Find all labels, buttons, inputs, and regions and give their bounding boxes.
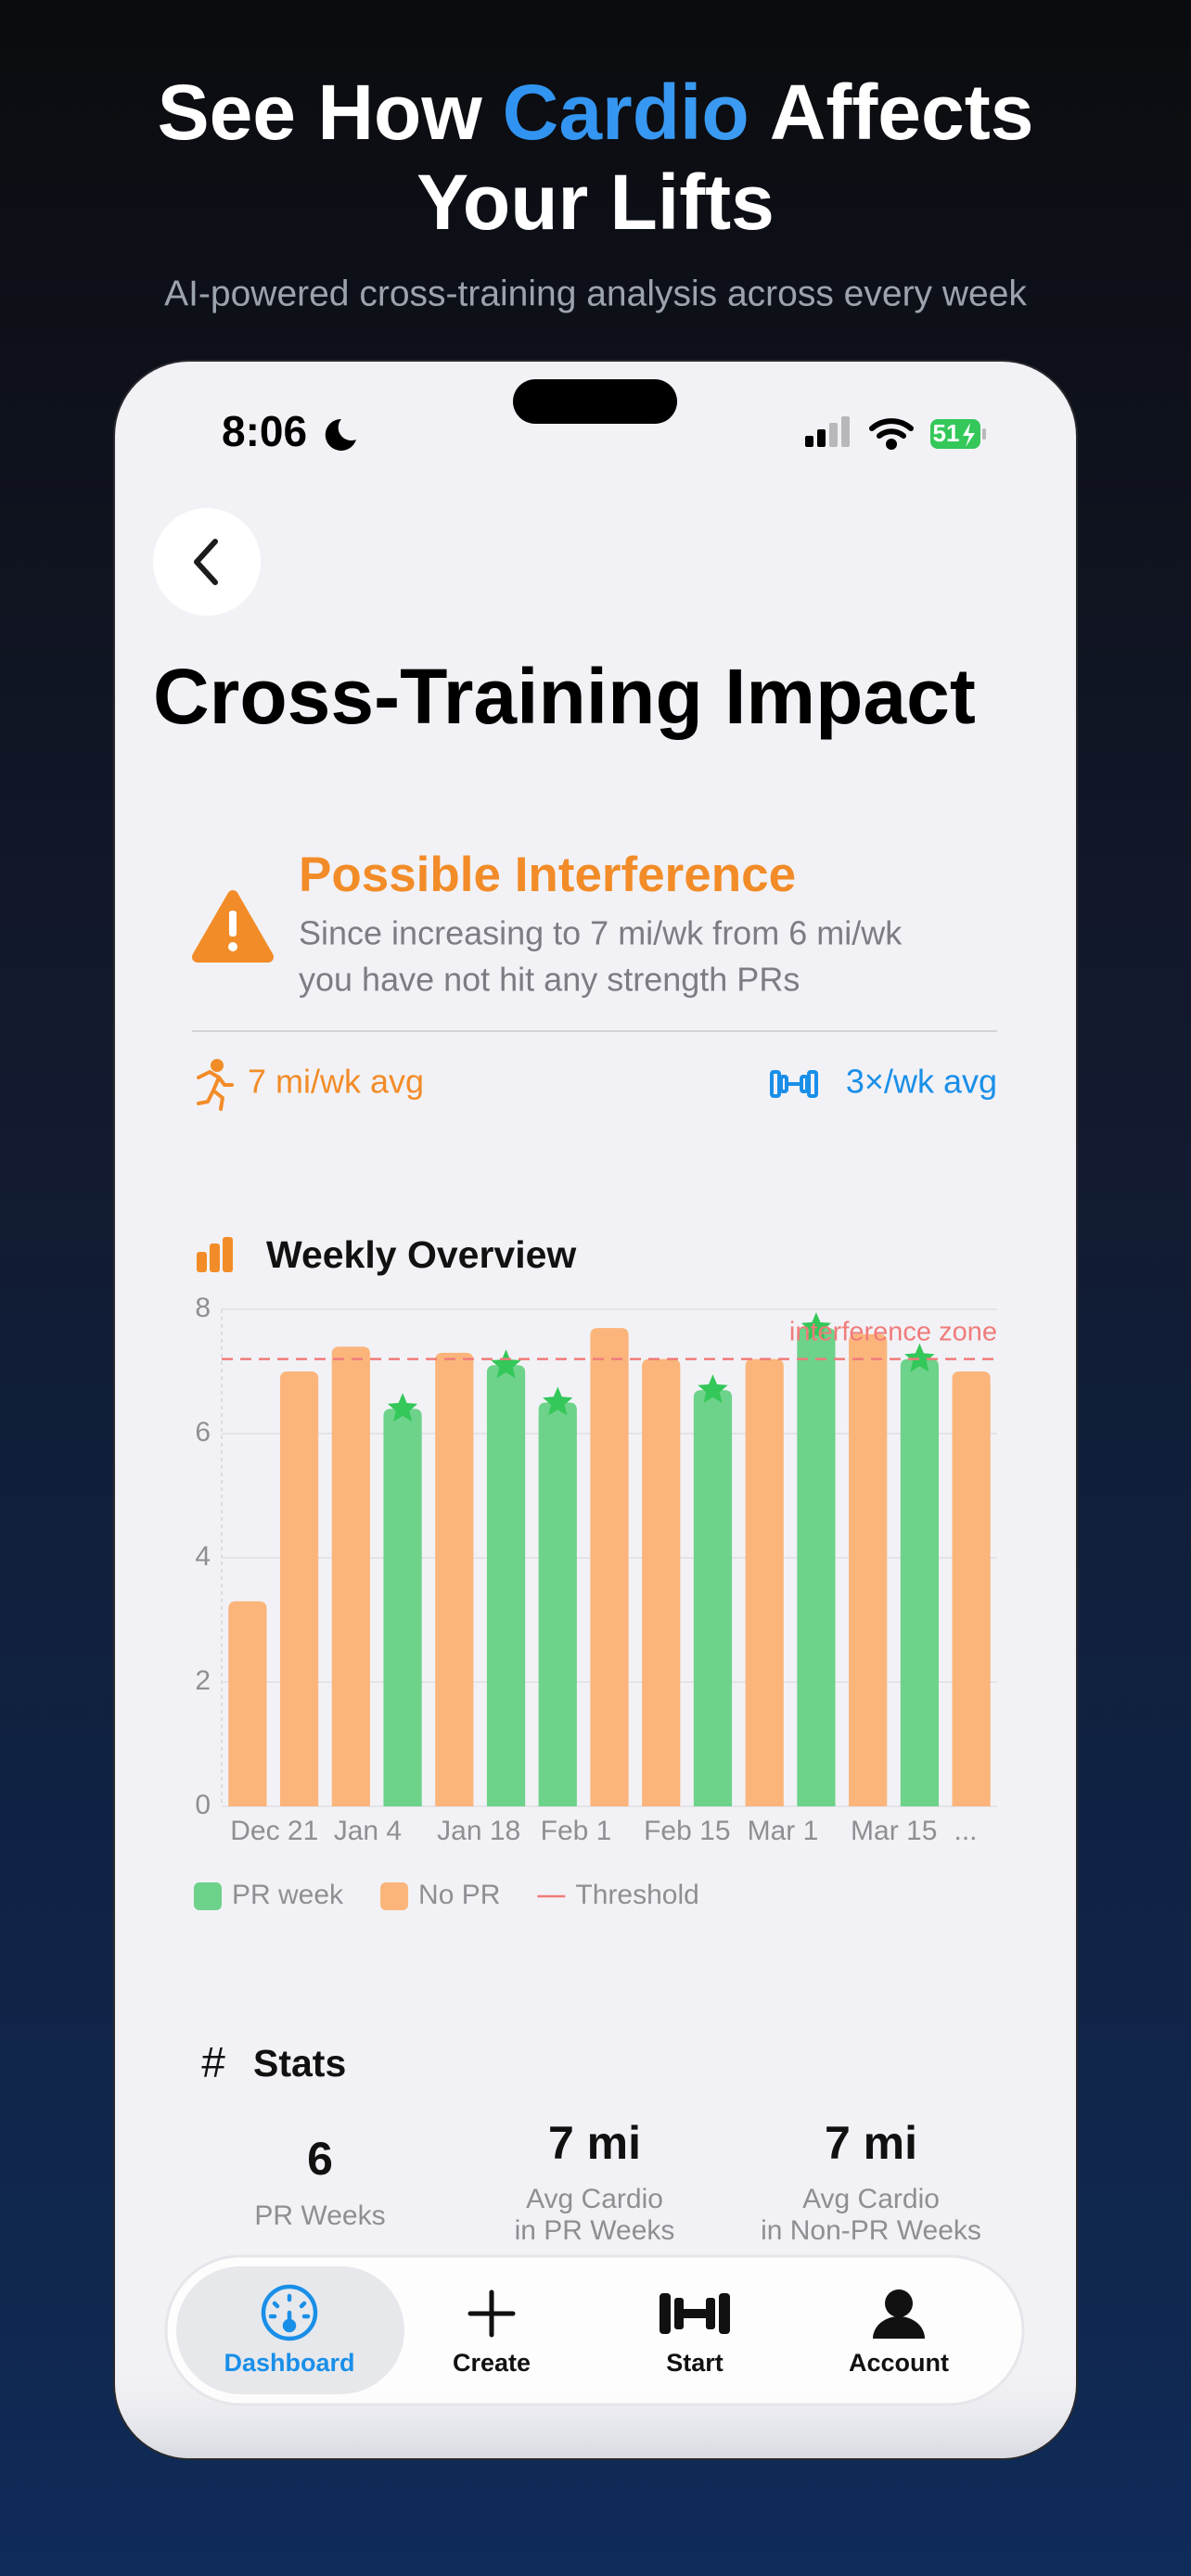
bar xyxy=(590,1328,629,1806)
stats-icon: # xyxy=(201,2038,225,2086)
stat-label: in Non-PR Weeks xyxy=(761,2215,981,2246)
bar xyxy=(331,1346,370,1806)
legend-swatch xyxy=(194,1882,222,1910)
legend-swatch xyxy=(380,1882,409,1910)
x-tick-label: Mar 1 xyxy=(748,1816,819,1846)
x-tick-label: Jan 4 xyxy=(334,1816,402,1846)
stats-title: Stats xyxy=(253,2042,346,2085)
dashboard-icon[interactable] xyxy=(261,2284,318,2341)
back-chevron xyxy=(194,539,218,585)
warning-dot xyxy=(228,942,237,951)
subtitle: AI-powered cross-training analysis acros… xyxy=(164,274,1027,313)
chart-title: Weekly Overview xyxy=(266,1233,576,1276)
x-tick-label: Feb 1 xyxy=(541,1816,612,1846)
y-tick-label: 4 xyxy=(195,1541,211,1572)
stat-label: Avg Cardio xyxy=(802,2184,940,2214)
chart: 0 2 4 6 8 Dec 21 Jan 4 Jan 18 Feb 1 Feb 15 Mar 1 Ma… xyxy=(194,1293,997,1910)
stat-label: in PR Weeks xyxy=(515,2215,675,2246)
headline-line2: Your Lifts xyxy=(416,159,775,246)
bar xyxy=(538,1402,577,1806)
bar xyxy=(228,1600,267,1806)
strength-avg: 3×/wk avg xyxy=(846,1063,997,1101)
battery-level: 51 xyxy=(933,419,960,447)
stat-value: 7 mi xyxy=(825,2117,917,2169)
pr-star xyxy=(387,1393,418,1422)
pr-star xyxy=(491,1349,521,1379)
alert-title: Possible Interference xyxy=(299,848,796,902)
status-time: 8:06 xyxy=(222,407,307,455)
account-icon[interactable] xyxy=(873,2289,925,2339)
headline: See How Cardio Affects xyxy=(158,69,1034,156)
x-tick-label: Feb 15 xyxy=(644,1816,730,1846)
alert-text: Since increasing to 7 mi/wk from 6 mi/wk xyxy=(299,914,903,952)
create-icon[interactable] xyxy=(467,2289,516,2338)
dumbbell-icon xyxy=(770,1070,818,1098)
tab-label[interactable]: Dashboard xyxy=(224,2349,354,2377)
back-button[interactable] xyxy=(153,508,261,616)
bar xyxy=(279,1371,319,1806)
screen-title: Cross-Training Impact xyxy=(153,653,976,740)
y-tick-label: 0 xyxy=(195,1790,211,1820)
tab-label[interactable]: Create xyxy=(453,2349,531,2377)
headline-highlight: Cardio xyxy=(503,69,749,156)
signal-icon xyxy=(805,416,850,447)
chart-icon xyxy=(197,1237,233,1272)
start-icon[interactable] xyxy=(660,2293,730,2334)
bar xyxy=(642,1358,681,1806)
stat-label: Avg Cardio xyxy=(526,2184,663,2214)
dynamic-island xyxy=(513,379,677,424)
pr-star xyxy=(904,1343,935,1372)
runner-icon xyxy=(197,1059,234,1111)
wifi-icon xyxy=(869,418,914,450)
legend-label: Threshold xyxy=(575,1880,698,1910)
bar xyxy=(486,1365,526,1806)
y-tick-label: 6 xyxy=(195,1417,211,1447)
legend-label: PR week xyxy=(232,1880,344,1910)
pr-star xyxy=(698,1374,728,1403)
bar xyxy=(849,1333,888,1806)
headline-part: See How xyxy=(158,69,483,156)
x-tick-label: ... xyxy=(954,1816,978,1846)
bar xyxy=(797,1328,836,1806)
moon-icon xyxy=(325,418,356,451)
y-tick-label: 2 xyxy=(195,1665,211,1696)
x-tick-label: Mar 15 xyxy=(851,1816,937,1846)
charging-icon xyxy=(963,423,975,447)
bar xyxy=(435,1352,474,1806)
pr-star xyxy=(800,1312,832,1341)
battery-tip xyxy=(982,428,986,440)
headline-part: Affects xyxy=(770,69,1034,156)
stat-value: 6 xyxy=(307,2133,333,2185)
phone-screen: 8:06 51 Cross-Training Impact Possible I… xyxy=(115,362,1076,2458)
x-tick-label: Jan 18 xyxy=(437,1816,520,1846)
legend-label: No PR xyxy=(418,1880,500,1910)
tab-label[interactable]: Account xyxy=(849,2349,949,2377)
bar xyxy=(745,1358,784,1806)
tab-label[interactable]: Start xyxy=(666,2349,724,2377)
pr-star xyxy=(543,1386,573,1416)
threshold-label: interference zone xyxy=(789,1317,997,1346)
bar xyxy=(693,1390,733,1806)
bar xyxy=(900,1358,940,1806)
warning-mark xyxy=(229,911,237,937)
stat-value: 7 mi xyxy=(548,2117,641,2169)
cardio-avg: 7 mi/wk avg xyxy=(248,1063,424,1101)
bar xyxy=(952,1371,991,1806)
stat-label: PR Weeks xyxy=(254,2200,385,2231)
alert-text: you have not hit any strength PRs xyxy=(299,961,800,999)
y-tick-label: 8 xyxy=(195,1293,211,1323)
bar xyxy=(383,1409,422,1806)
x-tick-label: Dec 21 xyxy=(230,1816,318,1846)
